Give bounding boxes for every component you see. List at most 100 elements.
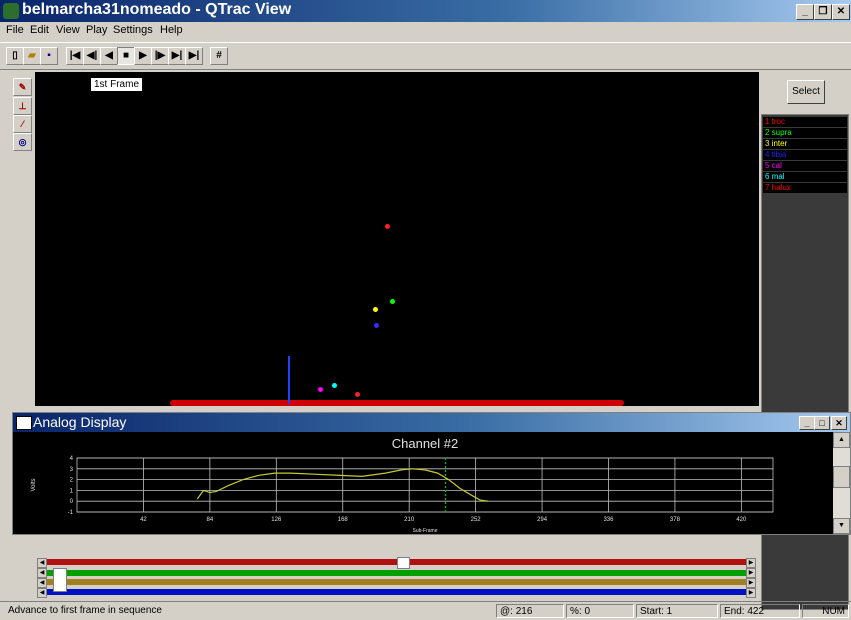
x-tick-label: 168 bbox=[338, 517, 349, 523]
marker-tool-icon[interactable]: ✎ bbox=[13, 78, 32, 96]
x-tick-label: 84 bbox=[207, 517, 214, 523]
status-start: Start: 1 bbox=[636, 604, 718, 618]
track-left-arrow-icon[interactable]: ◀ bbox=[37, 568, 47, 578]
last-frame-icon[interactable]: ▶| bbox=[185, 47, 203, 65]
select-button[interactable]: Select bbox=[787, 80, 825, 104]
segment-tool-icon[interactable]: ⁄ bbox=[13, 115, 32, 133]
restore-button[interactable]: ❐ bbox=[814, 4, 832, 20]
step-forward-icon[interactable]: |▶ bbox=[151, 47, 169, 65]
marker-list-item[interactable]: 1 troc bbox=[763, 117, 847, 127]
marker-list-item[interactable]: 2 supra bbox=[763, 128, 847, 138]
marker-mal[interactable] bbox=[332, 383, 337, 388]
marker-supra[interactable] bbox=[390, 299, 395, 304]
window-icon bbox=[16, 416, 32, 430]
play-reverse-icon[interactable]: ◀ bbox=[100, 47, 118, 65]
chart-title: Channel #2 bbox=[392, 436, 459, 451]
y-tick-label: -1 bbox=[68, 510, 74, 516]
analog-close-button[interactable]: ✕ bbox=[831, 416, 847, 430]
camera-tool-icon[interactable]: ◎ bbox=[13, 133, 32, 151]
window-title: belmarcha31nomeado - QTrac View bbox=[22, 1, 292, 18]
save-icon[interactable]: ▪ bbox=[40, 47, 58, 65]
analog-title: Analog Display bbox=[33, 414, 127, 430]
track-left-arrow-icon[interactable]: ◀ bbox=[37, 578, 47, 588]
x-tick-label: 336 bbox=[603, 517, 614, 523]
track-left-arrow-icon[interactable]: ◀ bbox=[37, 588, 47, 598]
analog-title-bar: Analog Display _ □ ✕ bbox=[13, 413, 850, 432]
marker-list-item[interactable]: 6 mal bbox=[763, 172, 847, 182]
timeline-track-2[interactable] bbox=[43, 570, 751, 576]
status-end: End: 422 bbox=[720, 604, 800, 618]
marker-list-item[interactable]: 7 halux bbox=[763, 183, 847, 193]
stop-icon[interactable]: ■ bbox=[117, 47, 135, 65]
axis-line bbox=[288, 356, 290, 404]
track-right-arrow-icon[interactable]: ▶ bbox=[746, 588, 756, 598]
status-num: NUM bbox=[802, 604, 849, 618]
track-left-arrow-icon[interactable]: ◀ bbox=[37, 558, 47, 568]
status-bar: Advance to first frame in sequence @: 21… bbox=[0, 601, 851, 620]
marker-cal[interactable] bbox=[318, 387, 323, 392]
menu-bar: File Edit View Play Settings Help bbox=[0, 22, 851, 40]
track-right-arrow-icon[interactable]: ▶ bbox=[746, 568, 756, 578]
y-tick-label: 4 bbox=[70, 456, 74, 462]
x-tick-label: 126 bbox=[271, 517, 282, 523]
new-file-icon[interactable]: ▯ bbox=[6, 47, 24, 65]
menu-file[interactable]: File bbox=[6, 24, 24, 36]
title-bar: belmarcha31nomeado - QTrac View _ ❐ ✕ bbox=[0, 0, 851, 22]
x-tick-label: 210 bbox=[404, 517, 415, 523]
menu-help[interactable]: Help bbox=[160, 24, 183, 36]
marker-troc[interactable] bbox=[385, 224, 390, 229]
x-tick-label: 378 bbox=[670, 517, 681, 523]
analog-minimize-button[interactable]: _ bbox=[799, 416, 815, 430]
scroll-up-icon[interactable]: ▲ bbox=[833, 432, 850, 448]
toolbar: ▯ ▰ ▪ |◀ ◀| ◀ ■ ▶ |▶ ▶| ▶| # bbox=[0, 42, 851, 70]
marker-tibia[interactable] bbox=[374, 323, 379, 328]
marker-list: 1 troc 2 supra 3 inter 4 tibia 5 cal 6 mal 7 h… bbox=[761, 114, 849, 610]
x-tick-label: 252 bbox=[471, 517, 482, 523]
status-percent: %: 0 bbox=[566, 604, 634, 618]
analog-scrollbar[interactable]: ▲ ▼ bbox=[833, 432, 850, 534]
marker-halux[interactable] bbox=[355, 392, 360, 397]
series-line bbox=[196, 468, 489, 502]
x-axis-label: Sub-Frame bbox=[412, 528, 437, 534]
link-tool-icon[interactable]: ⊥ bbox=[13, 97, 32, 115]
step-forward-end-icon[interactable]: ▶| bbox=[168, 47, 186, 65]
timeline-track-3[interactable] bbox=[43, 579, 751, 585]
timeline-track-4[interactable] bbox=[43, 589, 751, 595]
first-frame-icon[interactable]: |◀ bbox=[66, 47, 84, 65]
y-tick-label: 1 bbox=[70, 488, 74, 494]
menu-edit[interactable]: Edit bbox=[30, 24, 49, 36]
marker-list-item[interactable]: 5 cal bbox=[763, 161, 847, 171]
close-button[interactable]: ✕ bbox=[832, 4, 850, 20]
track-right-arrow-icon[interactable]: ▶ bbox=[746, 578, 756, 588]
marker-inter[interactable] bbox=[373, 307, 378, 312]
play-icon[interactable]: ▶ bbox=[134, 47, 152, 65]
menu-play[interactable]: Play bbox=[86, 24, 108, 36]
track-right-arrow-icon[interactable]: ▶ bbox=[746, 558, 756, 568]
minimize-button[interactable]: _ bbox=[796, 4, 814, 20]
y-axis-label: Volts bbox=[31, 478, 37, 491]
scroll-down-icon[interactable]: ▼ bbox=[833, 518, 850, 534]
x-tick-label: 420 bbox=[736, 517, 747, 523]
timeline-playhead[interactable] bbox=[397, 557, 410, 569]
marker-list-item[interactable]: 3 inter bbox=[763, 139, 847, 149]
y-tick-label: 0 bbox=[70, 499, 74, 505]
marker-list-item[interactable]: 4 tibia bbox=[763, 150, 847, 160]
x-tick-label: 294 bbox=[537, 517, 548, 523]
analog-restore-button[interactable]: □ bbox=[814, 416, 830, 430]
app-icon[interactable] bbox=[3, 3, 19, 19]
y-tick-label: 3 bbox=[70, 467, 74, 473]
open-folder-icon[interactable]: ▰ bbox=[23, 47, 41, 65]
plot-frame bbox=[76, 457, 774, 513]
menu-settings[interactable]: Settings bbox=[113, 24, 153, 36]
menu-view[interactable]: View bbox=[56, 24, 80, 36]
floor-plane bbox=[170, 400, 624, 406]
x-tick-label: 42 bbox=[140, 517, 147, 523]
frame-number-icon[interactable]: # bbox=[210, 47, 228, 65]
scroll-thumb[interactable] bbox=[833, 466, 850, 488]
y-tick-label: 2 bbox=[70, 478, 74, 484]
range-start-handle[interactable] bbox=[53, 568, 67, 592]
status-message: Advance to first frame in sequence bbox=[8, 605, 162, 616]
step-back-icon[interactable]: ◀| bbox=[83, 47, 101, 65]
analog-display-window: Analog Display _ □ ✕ Channel #2 42 84 126 16… bbox=[12, 412, 851, 535]
3d-view[interactable]: 1st Frame bbox=[35, 72, 759, 406]
